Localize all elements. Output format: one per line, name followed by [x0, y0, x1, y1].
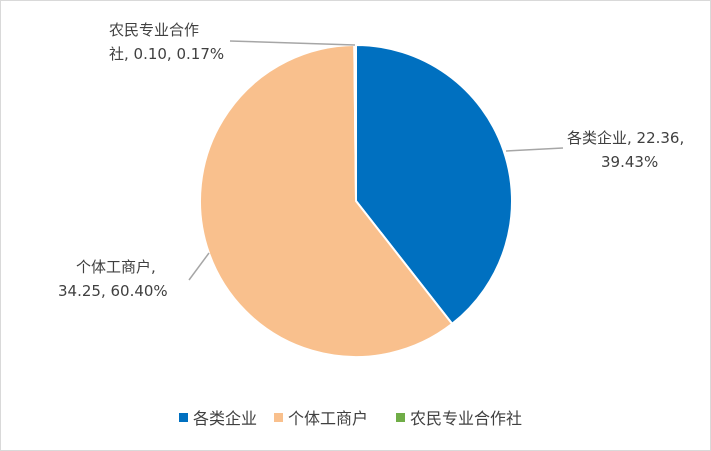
leader-line-individual — [188, 252, 210, 281]
data-label-cooperative-line1: 农民专业合作 — [109, 21, 199, 39]
leader-lines — [188, 40, 564, 281]
legend-label-enterprises: 各类企业 — [193, 409, 257, 428]
pie-slice-enterprises — [355, 43, 513, 326]
data-label-individual-line1: 个体工商户, — [76, 258, 156, 276]
legend-swatch-cooperative — [396, 413, 405, 422]
legend-swatch-individual — [274, 413, 283, 422]
data-label-enterprises-line2: 39.43% — [601, 153, 658, 171]
pie-slices — [199, 43, 513, 358]
data-label-individual-line2: 34.25, 60.40% — [58, 282, 168, 300]
data-label-cooperative-line2: 社, 0.10, 0.17% — [109, 45, 224, 63]
legend-swatch-enterprises — [179, 413, 188, 422]
data-label-enterprises-line1: 各类企业, 22.36, — [567, 129, 684, 147]
pie-slice-individual — [199, 43, 454, 358]
leader-line-enterprises — [505, 147, 564, 152]
legend-label-cooperative: 农民专业合作社 — [410, 409, 522, 428]
legend: 各类企业 个体工商户 农民专业合作社 — [179, 409, 522, 428]
legend-label-individual: 个体工商户 — [288, 409, 368, 428]
leader-line-cooperative — [229, 40, 356, 46]
